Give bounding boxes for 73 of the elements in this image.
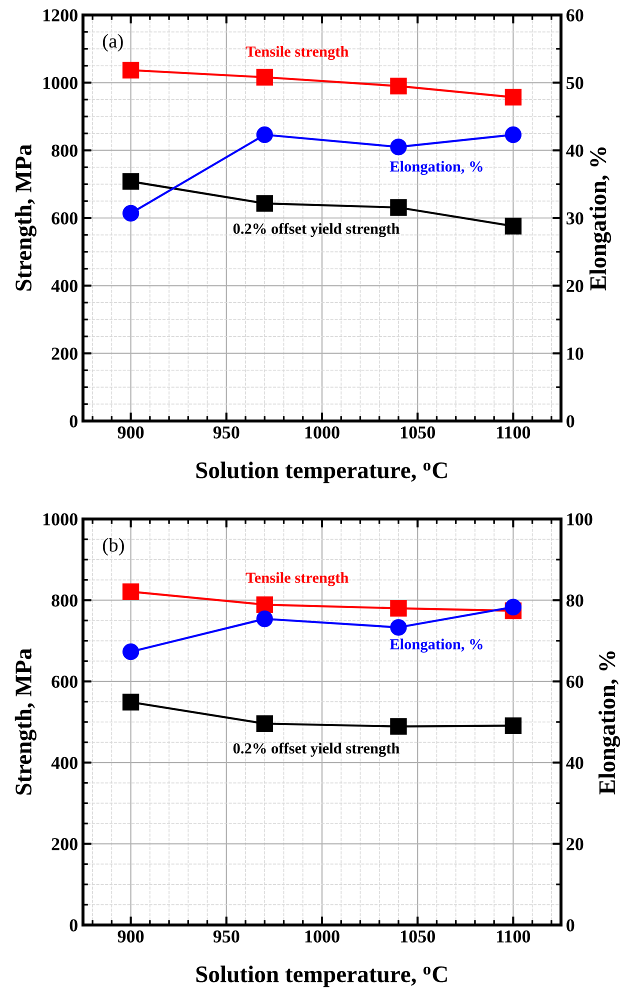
y-tick-label: 600 [52,676,78,688]
y2-tick-label: 50 [566,76,584,90]
point [390,199,407,216]
y2-tick-label: 40 [566,144,584,157]
x-tick-label: 1000 [305,426,340,439]
y2-tick-label: 60 [566,9,584,22]
y-tick-label: 1200 [43,9,78,22]
point [256,68,273,86]
y-tick-label: 400 [51,756,78,770]
point [256,610,273,628]
y-tick-label: 200 [52,838,78,850]
x-axis-title: Solution temperature, $^{o}$C [196,966,447,988]
y2-tick-label: 40 [566,756,584,770]
y-tick-label: 800 [52,594,78,607]
y2-tick-label: 20 [566,280,584,292]
point [256,596,273,613]
series-label: Elongation, % [390,638,482,653]
y2-tick-label: 0 [566,919,574,932]
x-tick-label: 900 [118,426,144,439]
series-label: Elongation, % [390,160,482,175]
y-tick-label: 1000 [43,76,78,90]
y2-axis-title: Elongation, % [589,147,612,290]
point [122,62,140,78]
y-axis-title: Strength, MPa [14,144,36,291]
x-tick-label: 1000 [305,930,340,943]
y2-tick-label: 60 [566,676,584,688]
series-label: 0.2% offset yield strength [233,222,400,238]
x-tick-label: 1050 [400,930,435,943]
y-tick-label: 800 [52,144,78,157]
point [256,195,273,212]
point [390,718,407,735]
y2-tick-label: 100 [567,513,592,526]
point [390,600,407,617]
point [390,78,407,94]
point [122,583,140,600]
point [256,715,273,732]
annotation: (b) [102,538,124,556]
y-tick-label: 1000 [43,513,78,526]
point [122,643,140,660]
point [504,598,522,616]
x-tick-label: 900 [118,930,144,943]
point [122,173,140,190]
y-tick-label: 0 [70,415,78,428]
series-label: Tensile strength [246,572,348,586]
y-tick-label: 0 [70,919,78,932]
series-label: 0.2% offset yield strength [233,742,400,757]
point [504,218,522,234]
y-axis-title: Strength, MPa [14,648,36,795]
annotation: (a) [102,34,123,52]
x-tick-label: 1100 [497,426,530,439]
x-tick-label: 1100 [497,930,530,943]
x-tick-label: 950 [213,426,240,439]
point [504,717,522,734]
point [122,694,140,710]
series-label: Tensile strength [246,46,348,60]
x-tick-label: 950 [213,930,240,943]
point [504,126,522,144]
y-tick-label: 600 [52,212,78,224]
y2-tick-label: 30 [566,212,584,224]
point [390,138,407,156]
point [390,619,407,636]
x-axis-title: Solution temperature, $^{o}$C [196,462,447,484]
y2-axis-title: Elongation, % [598,651,620,794]
y-tick-label: 200 [52,348,78,360]
point [122,204,140,222]
x-tick-label: 1050 [400,426,435,439]
y2-tick-label: 20 [566,838,584,850]
y-tick-label: 400 [51,280,78,292]
point [504,88,522,106]
point [256,126,273,144]
y2-tick-label: 80 [566,594,584,607]
y2-tick-label: 10 [567,348,584,360]
y2-tick-label: 0 [566,415,574,428]
